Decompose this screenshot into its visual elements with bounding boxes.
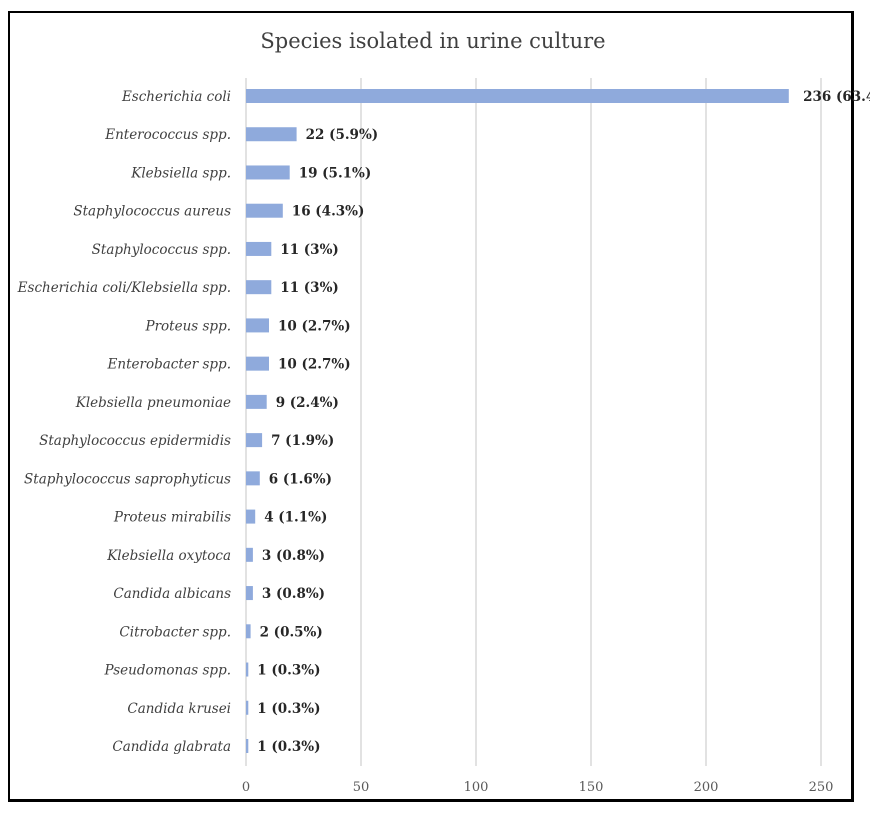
bar (246, 700, 249, 715)
x-tick-label: 150 (579, 780, 604, 795)
category-label: Proteus spp. (145, 318, 232, 334)
bar (246, 471, 260, 486)
data-label: 16 (4.3%) (292, 204, 365, 220)
data-label: 10 (2.7%) (278, 357, 351, 373)
category-label: Enterococcus spp. (104, 127, 231, 143)
x-tick-label: 250 (809, 780, 834, 795)
data-label: 3 (0.8%) (262, 586, 325, 602)
bar (246, 356, 269, 371)
data-label: 6 (1.6%) (269, 471, 332, 487)
x-tick-label: 50 (353, 780, 370, 795)
bar (246, 127, 297, 142)
data-label: 1 (0.3%) (257, 701, 320, 717)
category-label: Klebsiella oxytoca (106, 548, 231, 564)
bar (246, 662, 249, 677)
category-label: Staphylococcus epidermidis (39, 433, 231, 449)
data-label: 236 (63.4%) (803, 89, 870, 105)
data-label: 10 (2.7%) (278, 318, 351, 334)
bar (246, 509, 256, 524)
x-tick-label: 100 (464, 780, 489, 795)
chart-frame (8, 11, 854, 802)
category-label: Pseudomonas spp. (104, 663, 232, 679)
data-label: 11 (3%) (280, 280, 338, 296)
data-label: 22 (5.9%) (306, 127, 379, 143)
bar (246, 547, 253, 562)
x-tick-label: 200 (694, 780, 719, 795)
category-label: Escherichia coli/Klebsiella spp. (17, 280, 231, 296)
data-label: 1 (0.3%) (257, 663, 320, 679)
data-label: 7 (1.9%) (271, 433, 334, 449)
data-label: 11 (3%) (280, 242, 338, 258)
category-label: Escherichia coli (121, 89, 231, 105)
data-label: 3 (0.8%) (262, 548, 325, 564)
category-label: Candida krusei (127, 701, 231, 717)
bar (246, 165, 290, 180)
x-tick-label: 0 (242, 780, 250, 795)
bar (246, 624, 251, 639)
data-label: 9 (2.4%) (276, 395, 339, 411)
category-label: Proteus mirabilis (113, 510, 231, 526)
category-label: Candida albicans (113, 586, 231, 602)
category-label: Candida glabrata (112, 739, 231, 755)
bar (246, 318, 269, 333)
category-label: Staphylococcus aureus (73, 204, 231, 220)
category-label: Citrobacter spp. (119, 624, 231, 640)
bar (246, 203, 283, 218)
data-label: 4 (1.1%) (264, 510, 327, 526)
category-label: Klebsiella pneumoniae (75, 395, 231, 411)
bar (246, 394, 267, 409)
bar (246, 433, 263, 448)
chart-title: Species isolated in urine culture (260, 29, 605, 53)
bar (246, 89, 789, 103)
data-label: 19 (5.1%) (299, 165, 372, 181)
bar (246, 241, 272, 256)
data-label: 2 (0.5%) (260, 624, 323, 640)
category-label: Staphylococcus spp. (92, 242, 231, 258)
category-label: Enterobacter spp. (107, 357, 231, 373)
bar (246, 280, 272, 295)
bar (246, 739, 249, 753)
category-label: Klebsiella spp. (130, 165, 231, 181)
bar (246, 586, 253, 601)
data-label: 1 (0.3%) (257, 739, 320, 755)
category-label: Staphylococcus saprophyticus (24, 471, 231, 487)
